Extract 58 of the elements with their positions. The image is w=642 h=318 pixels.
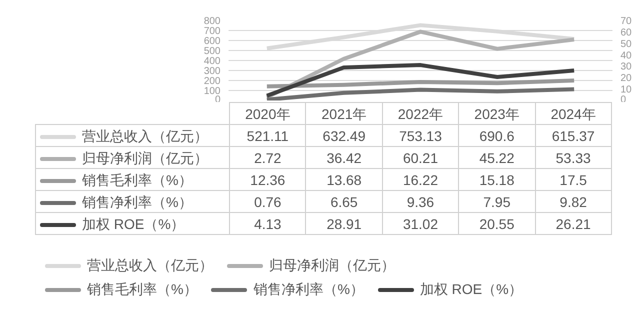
y-tick-label: 100 — [204, 86, 221, 97]
data-label: 12.36 — [230, 168, 306, 190]
y-tick-label: 700 — [204, 26, 221, 37]
data-label: 753.13 — [382, 124, 459, 146]
legend-label: 营业总收入（亿元） — [36, 124, 230, 146]
data-label: 4.13 — [230, 212, 306, 234]
data-label: 20.55 — [458, 212, 536, 234]
y-tick-label: 600 — [204, 36, 221, 47]
data-label: 26.21 — [535, 212, 612, 234]
text: 销售净利率（%） — [253, 281, 364, 297]
text: 营业总收入（亿元） — [87, 257, 213, 273]
data-label: 36.42 — [306, 146, 382, 168]
legend-label: 销售净利率（%） — [36, 190, 230, 212]
y2-tick-label: 60 — [620, 27, 632, 38]
data-label: 690.6 — [458, 124, 536, 146]
data-label: 28.91 — [306, 212, 382, 234]
y2-tick-label: 30 — [620, 62, 632, 73]
y2-tick-label: 40 — [620, 50, 632, 62]
legend-label: 销售毛利率（%） — [36, 168, 230, 190]
y2-tick-label: 50 — [620, 38, 632, 50]
data-label: 0.76 — [230, 190, 306, 212]
y2-tick-label: 70 — [620, 16, 632, 27]
line-series — [264, 30, 576, 100]
data-label: 53.33 — [535, 146, 612, 168]
x-tick-label: 2022年 — [382, 102, 459, 124]
data-label: 60.21 — [382, 146, 459, 168]
data-label: 45.22 — [458, 146, 536, 168]
y2-tick-label: 10 — [620, 84, 632, 96]
data-label: 15.18 — [458, 168, 536, 190]
data-label: 6.65 — [306, 190, 382, 212]
data-label: 2.72 — [230, 146, 306, 168]
legend-label: 归母净利润（亿元） — [36, 146, 230, 168]
x-tick-label: 2020年 — [230, 102, 306, 124]
line-series — [264, 87, 576, 100]
x-tick-label: 2024年 — [535, 102, 612, 124]
data-label: 17.5 — [535, 168, 612, 190]
text: 归母净利润（亿元） — [269, 257, 395, 273]
text: 加权 ROE（%） — [420, 281, 523, 297]
text: 销售毛利率（%） — [87, 281, 198, 297]
x-tick-label: 2023年 — [458, 102, 536, 124]
y-tick-label: 800 — [204, 16, 221, 27]
y-tick-label: 200 — [204, 76, 221, 87]
line-series — [264, 63, 576, 98]
data-label: 16.22 — [382, 168, 459, 190]
data-label: 13.68 — [306, 168, 382, 190]
data-label: 9.82 — [535, 190, 612, 212]
legend-label: 加权 ROE（%） — [36, 212, 230, 234]
y2-tick-label: 20 — [620, 73, 632, 84]
y-tick-label: 500 — [204, 46, 221, 57]
data-label: 632.49 — [306, 124, 382, 146]
data-label: 9.36 — [382, 190, 459, 212]
data-label: 7.95 — [458, 190, 536, 212]
x-tick-label: 2021年 — [306, 102, 382, 124]
y-tick-label: 300 — [204, 66, 221, 77]
y-tick-label: 400 — [204, 56, 221, 67]
data-label: 615.37 — [535, 124, 612, 146]
data-label: 521.11 — [230, 124, 306, 146]
data-label: 31.02 — [382, 212, 459, 234]
